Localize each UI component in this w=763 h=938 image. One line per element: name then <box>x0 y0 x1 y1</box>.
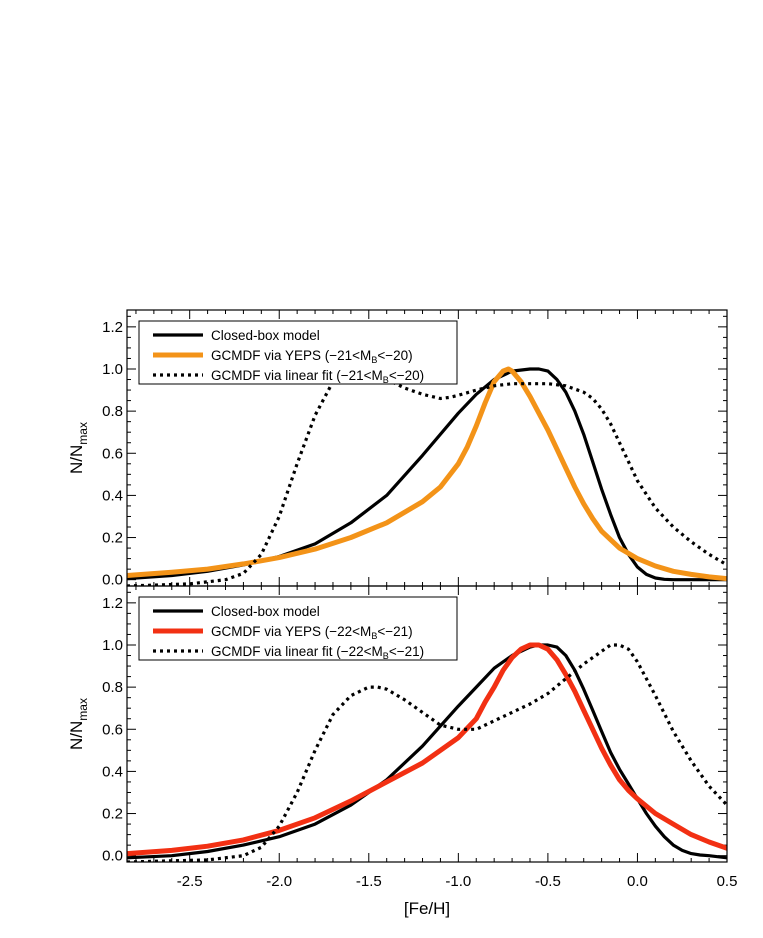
y-tick-label: 1.2 <box>102 319 123 336</box>
y-tick-label: 0.6 <box>102 445 123 462</box>
legend-label: Closed-box model <box>211 604 320 619</box>
y-tick-label: 0.8 <box>102 403 123 420</box>
x-tick-label: -1.5 <box>356 873 382 890</box>
series-line-closed-box <box>127 643 727 860</box>
legend-label: GCMDF via YEPS (−22<MB<−21) <box>211 624 413 641</box>
x-tick-label: 0.0 <box>627 873 648 890</box>
legend-label: GCMDF via linear fit (−22<MB<−21) <box>211 644 424 661</box>
x-tick-label: -2.0 <box>266 873 292 890</box>
series-line-linear-fit <box>127 643 727 862</box>
series-line-closed-box <box>127 367 727 582</box>
y-tick-label: 1.0 <box>102 637 123 654</box>
legend: Closed-box model GCMDF via YEPS (−21<MB<−… <box>138 320 458 385</box>
y-tick-label: 1.0 <box>102 361 123 378</box>
legend: Closed-box model GCMDF via YEPS (−22<MB<−… <box>138 596 458 661</box>
series-line-yeps <box>127 366 727 582</box>
y-tick-label: 0.6 <box>102 721 123 738</box>
x-tick-label: -2.5 <box>177 873 203 890</box>
y-tick-label: 0.0 <box>102 848 123 865</box>
y-tick-label: 0.4 <box>102 487 123 504</box>
legend-label: GCMDF via YEPS (−21<MB<−20) <box>211 348 413 365</box>
y-tick-label: 0.2 <box>102 530 123 547</box>
y-tick-label: 0.8 <box>102 679 123 696</box>
series-line-yeps <box>127 642 727 857</box>
series-line-linear-fit <box>127 365 727 586</box>
bottom-panel: 0.0 0.2 0.4 0.6 0.8 1.0 1.2 -2.5 -2.0 -1.5 -1.0 -0.… <box>67 585 738 918</box>
x-tick-label: -1.0 <box>445 873 471 890</box>
y-axis-label: N/Nmax <box>67 422 90 474</box>
plot-frame <box>126 585 728 863</box>
x-tick-label: -0.5 <box>535 873 561 890</box>
x-axis-label: [Fe/H] <box>404 899 450 918</box>
legend-label: GCMDF via linear fit (−21<MB<−20) <box>211 368 424 385</box>
y-tick-label: 0.2 <box>102 806 123 823</box>
x-tick-label: 0.5 <box>717 873 738 890</box>
y-tick-label: 0.0 <box>102 572 123 589</box>
y-axis-label: N/Nmax <box>67 698 90 750</box>
y-tick-label: 1.2 <box>102 595 123 612</box>
legend-label: Closed-box model <box>211 328 320 343</box>
y-tick-label: 0.4 <box>102 763 123 780</box>
